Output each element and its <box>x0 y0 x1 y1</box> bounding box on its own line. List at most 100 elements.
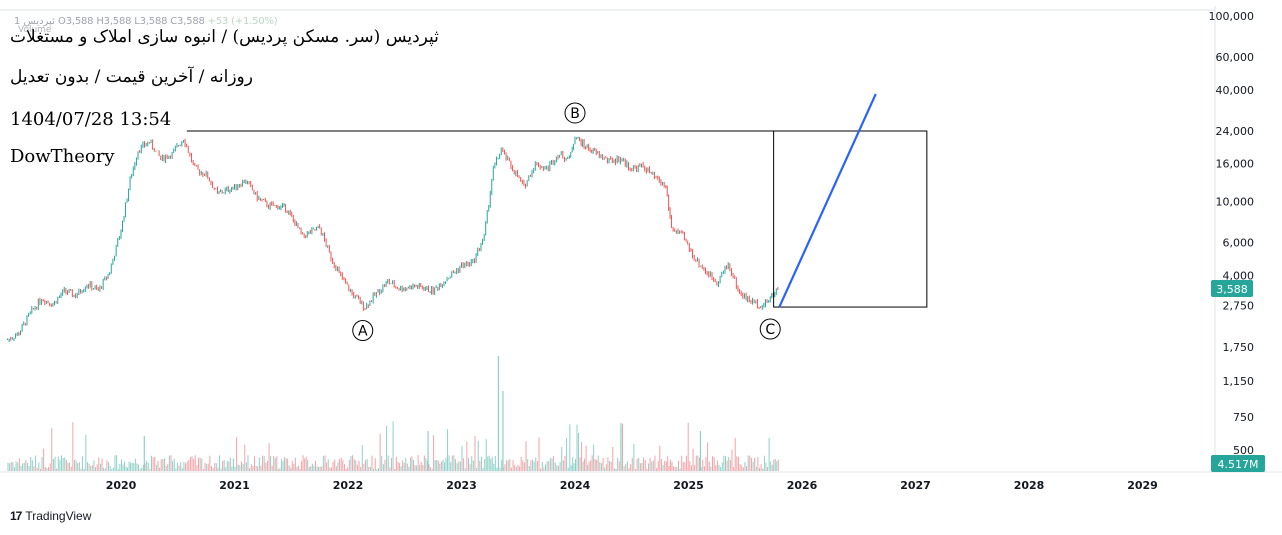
annotation-method: DowTheory <box>10 146 115 167</box>
volume-histogram <box>7 356 779 471</box>
volume-bar <box>133 463 135 471</box>
volume-bar <box>469 464 471 471</box>
x-tick-label: 2020 <box>106 479 137 492</box>
volume-bar <box>307 459 309 471</box>
volume-bar <box>162 459 164 471</box>
volume-bar <box>622 423 624 471</box>
y-tick-label: 40,000 <box>1216 84 1255 97</box>
volume-bar <box>543 467 545 471</box>
volume-bar <box>141 467 143 471</box>
volume-bar <box>294 457 296 471</box>
volume-bar <box>302 455 304 471</box>
volume-bar <box>51 428 53 471</box>
volume-bar <box>609 460 611 471</box>
volume-bar <box>77 463 79 471</box>
volume-bar <box>369 466 371 471</box>
volume-bar <box>59 459 61 471</box>
volume-bar <box>26 462 28 471</box>
volume-bar <box>67 462 69 471</box>
volume-bar <box>108 462 110 471</box>
volume-bar <box>496 467 498 471</box>
wave-label-circle <box>564 102 586 124</box>
volume-bar <box>291 460 293 471</box>
volume-bar <box>626 461 628 471</box>
volume-bar <box>767 466 769 471</box>
tradingview-footer[interactable]: 17 TradingView <box>10 509 91 523</box>
wave-label-b: B <box>570 106 580 122</box>
volume-bar <box>255 465 257 471</box>
volume-bar <box>95 467 97 471</box>
volume-bar <box>596 459 598 471</box>
volume-bar <box>142 464 144 471</box>
y-tick-label: 750 <box>1233 411 1254 424</box>
volume-bar <box>310 466 312 471</box>
volume-bar <box>628 468 630 471</box>
volume-bar <box>581 442 583 471</box>
volume-bar <box>562 460 564 471</box>
volume-bar <box>434 460 436 471</box>
price-candles <box>7 136 779 342</box>
volume-bar <box>96 464 98 471</box>
volume-bar <box>263 456 265 471</box>
volume-bar <box>39 468 41 471</box>
volume-bar <box>487 456 489 471</box>
volume-bar <box>430 467 432 471</box>
volume-bar <box>588 461 590 471</box>
volume-bar <box>212 468 214 471</box>
volume-bar <box>439 463 441 471</box>
volume-bar <box>641 462 643 471</box>
volume-bar <box>699 457 701 471</box>
volume-bar <box>127 467 129 471</box>
volume-bar <box>566 437 568 471</box>
volume-bar <box>321 466 323 471</box>
y-tick-label: 500 <box>1233 444 1254 457</box>
volume-bar <box>668 465 670 471</box>
volume-bar <box>293 463 295 471</box>
volume-bar <box>700 467 702 471</box>
tradingview-logo-icon: 17 <box>10 509 22 523</box>
volume-bar <box>662 464 664 471</box>
volume-bar <box>752 461 754 471</box>
volume-bar <box>776 461 778 471</box>
volume-bar <box>682 462 684 471</box>
volume-bar <box>694 464 696 471</box>
volume-bar <box>387 455 389 471</box>
volume-bar <box>326 462 328 471</box>
volume-bar <box>651 461 653 471</box>
volume-bar <box>214 462 216 471</box>
volume-bar <box>311 463 313 471</box>
volume-bar <box>54 456 56 471</box>
wave-label-c: C <box>765 322 775 338</box>
volume-bar <box>217 467 219 471</box>
volume-bar <box>728 456 730 471</box>
volume-bar <box>334 459 336 471</box>
volume-bar <box>423 455 425 471</box>
volume-bar <box>402 460 404 471</box>
volume-bar <box>471 456 473 471</box>
volume-bar <box>525 441 527 471</box>
volume-bar <box>579 457 581 471</box>
volume-bar <box>314 460 316 471</box>
volume-bar <box>426 460 428 471</box>
volume-bar <box>551 458 553 471</box>
drawings[interactable] <box>186 93 928 308</box>
volume-bar <box>715 465 717 471</box>
volume-bar <box>23 462 25 471</box>
volume-bar <box>570 465 572 471</box>
volume-bar <box>229 457 231 471</box>
volume-bar <box>258 457 260 471</box>
volume-bar <box>428 464 430 471</box>
volume-bar <box>262 455 264 471</box>
volume-bar <box>754 458 756 471</box>
volume-bar <box>723 455 725 471</box>
volume-bar <box>345 468 347 471</box>
volume-bar <box>527 459 529 471</box>
volume-bar <box>280 458 282 471</box>
volume-bar <box>361 445 363 471</box>
wave-labels: A B C <box>352 102 781 342</box>
volume-bar <box>390 457 392 471</box>
volume-bar <box>101 458 103 471</box>
volume-bar <box>458 461 460 471</box>
volume-bar <box>199 457 201 471</box>
